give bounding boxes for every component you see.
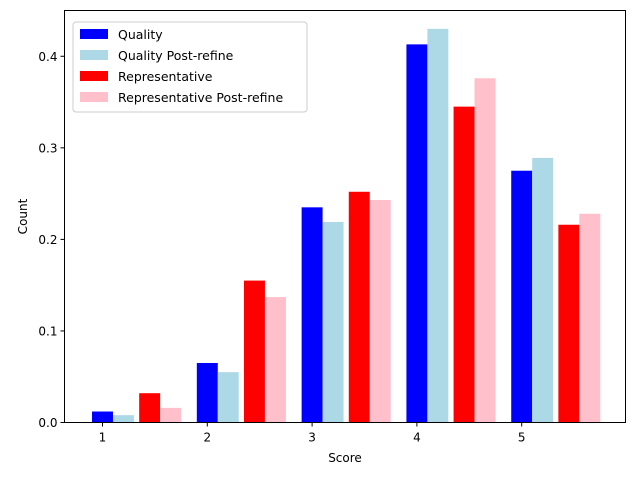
legend-swatch-series3 bbox=[80, 71, 108, 81]
bar-series4-score-2 bbox=[264, 297, 286, 423]
y-axis-label: Count bbox=[16, 198, 30, 234]
bar-series2-score-4 bbox=[427, 28, 449, 423]
legend: Quality Quality Post-refine Representative… bbox=[72, 21, 308, 113]
y-tick-label-0.4: 0.4 bbox=[38, 50, 57, 64]
bar-series2-score-2 bbox=[217, 372, 239, 423]
bar-series3-score-3 bbox=[348, 191, 370, 423]
y-tick-label-0.2: 0.2 bbox=[38, 233, 57, 247]
x-tick-label-1: 1 bbox=[99, 431, 107, 445]
bar-series4-score-4 bbox=[474, 78, 496, 423]
bar-series2-score-3 bbox=[322, 221, 344, 423]
legend-label-series2: Quality Post-refine bbox=[118, 48, 234, 63]
legend-label-series4: Representative Post-refine bbox=[118, 90, 283, 105]
bar-series3-score-5 bbox=[558, 224, 580, 423]
x-tick-label-5: 5 bbox=[518, 431, 526, 445]
legend-swatch-series4 bbox=[80, 92, 108, 102]
x-axis-label: Score bbox=[328, 451, 362, 465]
y-tick-label-0.3: 0.3 bbox=[38, 141, 57, 155]
legend-label-series1: Quality bbox=[118, 27, 163, 42]
bar-series2-score-5 bbox=[532, 157, 554, 423]
legend-label-series3: Representative bbox=[118, 69, 213, 84]
bar-series3-score-2 bbox=[243, 280, 265, 423]
y-tick-label-0.0: 0.0 bbox=[38, 416, 57, 430]
bar-series4-score-3 bbox=[369, 200, 391, 423]
plot-frame bbox=[64, 10, 626, 423]
bar-series1-score-3 bbox=[301, 207, 323, 423]
x-tick-label-4: 4 bbox=[413, 431, 421, 445]
y-axis: 0.0 0.1 0.2 0.3 0.4 bbox=[38, 50, 65, 430]
bar-series2-score-1 bbox=[112, 415, 134, 423]
legend-swatch-series2 bbox=[80, 50, 108, 60]
legend-swatch-series1 bbox=[80, 29, 108, 39]
x-tick-label-2: 2 bbox=[203, 431, 211, 445]
y-tick-label-0.1: 0.1 bbox=[38, 324, 57, 338]
bar-series3-score-1 bbox=[139, 393, 161, 423]
bar-series1-score-4 bbox=[406, 44, 428, 423]
x-tick-label-3: 3 bbox=[308, 431, 316, 445]
bar-series3-score-4 bbox=[453, 106, 475, 423]
bars-group bbox=[92, 28, 601, 423]
bar-series1-score-1 bbox=[92, 411, 113, 423]
x-axis: 1 2 3 4 5 bbox=[99, 422, 526, 445]
legend-box bbox=[72, 21, 308, 113]
bar-series1-score-2 bbox=[196, 362, 218, 423]
bar-series4-score-1 bbox=[160, 407, 182, 423]
bar-series1-score-5 bbox=[511, 170, 533, 423]
bar-series4-score-5 bbox=[579, 213, 601, 423]
